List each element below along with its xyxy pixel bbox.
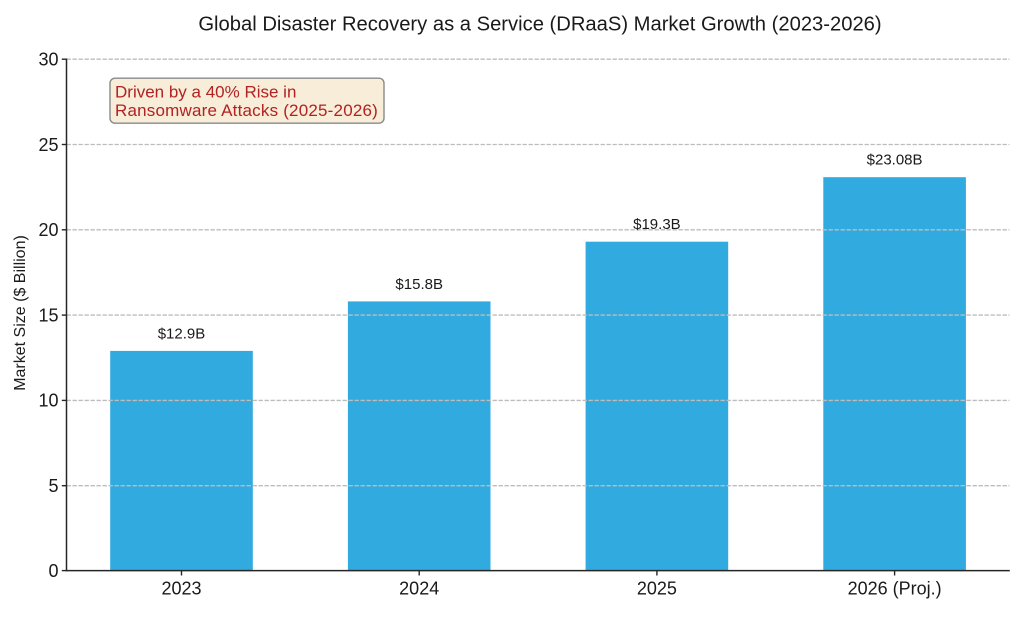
svg-text:2026 (Proj.): 2026 (Proj.) bbox=[848, 578, 942, 598]
svg-text:Market Size ($ Billion): Market Size ($ Billion) bbox=[12, 235, 29, 391]
svg-text:15: 15 bbox=[38, 305, 58, 325]
svg-text:2024: 2024 bbox=[399, 578, 439, 598]
svg-text:30: 30 bbox=[38, 50, 58, 70]
svg-text:0: 0 bbox=[48, 561, 58, 581]
svg-text:Global Disaster Recovery as a: Global Disaster Recovery as a Service (D… bbox=[198, 14, 881, 36]
svg-text:2025: 2025 bbox=[637, 578, 677, 598]
svg-text:10: 10 bbox=[38, 391, 58, 411]
svg-text:20: 20 bbox=[38, 220, 58, 240]
svg-text:$19.3B: $19.3B bbox=[633, 216, 681, 233]
svg-text:$23.08B: $23.08B bbox=[867, 152, 923, 169]
svg-text:Ransomware Attacks (2025-2026): Ransomware Attacks (2025-2026) bbox=[115, 101, 378, 120]
svg-text:5: 5 bbox=[48, 476, 58, 496]
svg-text:Driven by a 40% Rise in: Driven by a 40% Rise in bbox=[115, 82, 296, 101]
svg-text:25: 25 bbox=[38, 135, 58, 155]
svg-text:2023: 2023 bbox=[161, 578, 201, 598]
svg-text:$15.8B: $15.8B bbox=[395, 276, 443, 293]
svg-text:$12.9B: $12.9B bbox=[158, 325, 206, 342]
